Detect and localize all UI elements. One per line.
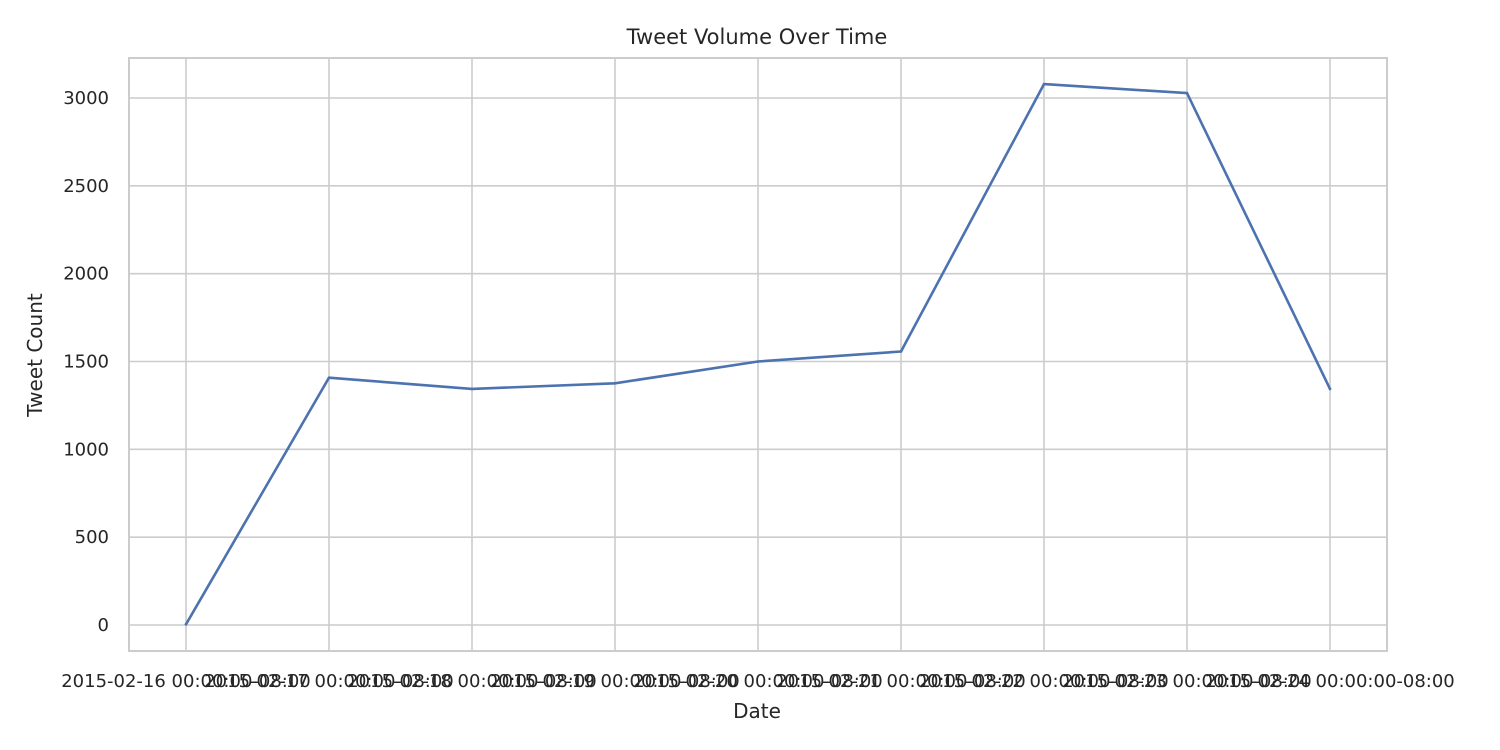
- x-tick-label: 2015-02-17 00:00:00-08:00: [204, 671, 454, 692]
- y-tick-label: 500: [75, 527, 109, 548]
- y-axis-title: Tweet Count: [23, 293, 47, 418]
- x-tick-label: 2015-02-23 00:00:00-08:00: [1062, 671, 1312, 692]
- plot-frame: [128, 57, 1388, 652]
- chart-title: Tweet Volume Over Time: [626, 25, 888, 49]
- data-point: [899, 350, 903, 353]
- y-tick-label: 1000: [63, 439, 109, 460]
- data-point: [1328, 387, 1332, 391]
- data-point: [1042, 82, 1046, 86]
- y-tick-label: 2000: [63, 264, 109, 285]
- y-tick-label: 2500: [63, 176, 109, 197]
- y-tick-label: 1500: [63, 352, 109, 373]
- data-point: [184, 622, 188, 626]
- x-tick-label: 2015-02-18 00:00:00-08:00: [347, 671, 597, 692]
- series-layer: [184, 82, 1332, 626]
- data-point: [756, 360, 760, 363]
- data-point: [613, 381, 617, 385]
- data-point: [327, 376, 331, 379]
- x-tick-label: 2015-02-19 00:00:00-08:00: [490, 671, 740, 692]
- x-tick-label: 2015-02-21 00:00:00-08:00: [776, 671, 1026, 692]
- y-tick-labels: 0 500 1000 1500 2000 2500 3000: [63, 88, 109, 636]
- x-tick-label: 2015-02-20 00:00:00-08:00: [633, 671, 883, 692]
- x-tick-label: 2015-02-24 00:00:00-08:00: [1205, 671, 1455, 692]
- grid-layer: [129, 58, 1387, 651]
- x-tick-label: 2015-02-16 00:00:00-08:00: [61, 671, 311, 692]
- x-axis-title: Date: [733, 699, 781, 723]
- y-tick-label: 0: [98, 615, 109, 636]
- data-point: [470, 387, 474, 391]
- x-tick-label: 2015-02-22 00:00:00-08:00: [919, 671, 1169, 692]
- y-tick-label: 3000: [63, 88, 109, 109]
- data-point: [1185, 91, 1189, 95]
